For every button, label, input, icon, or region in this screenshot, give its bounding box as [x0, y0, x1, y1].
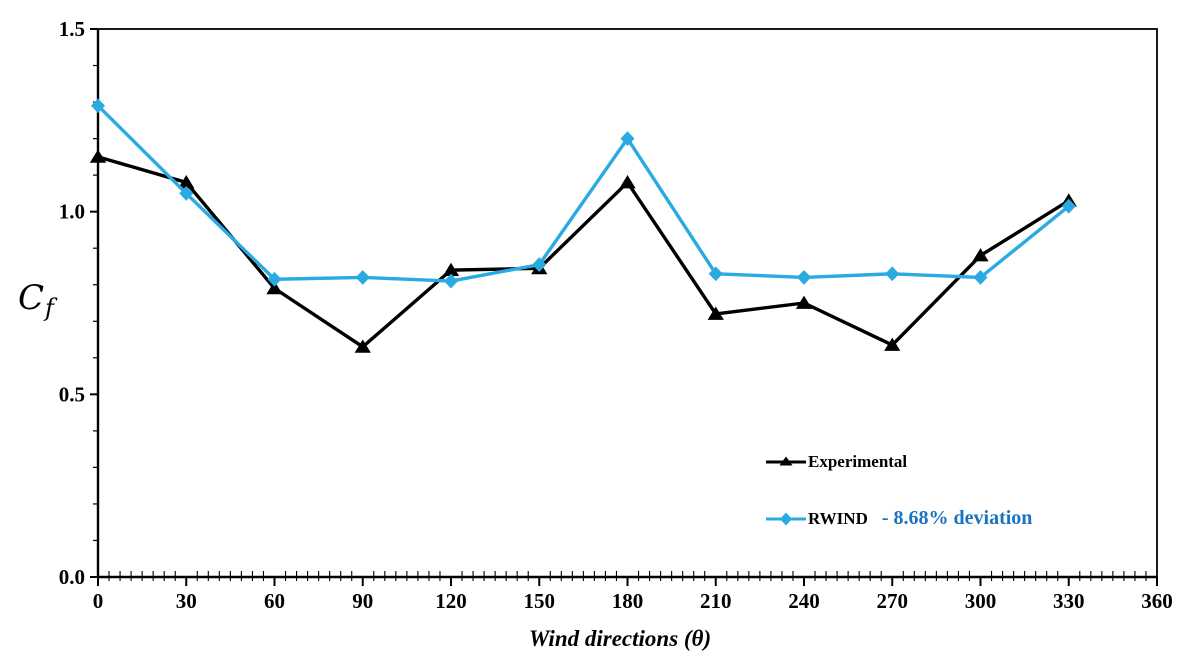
rwind-marker — [620, 131, 635, 146]
rwind-marker — [355, 270, 370, 285]
x-tick-label: 360 — [1141, 589, 1173, 613]
experimental-marker — [619, 175, 636, 189]
legend-label-experimental: Experimental — [808, 452, 908, 471]
y-axis-title-subscript: f — [45, 294, 54, 322]
experimental-marker — [266, 280, 283, 295]
legend-deviation-text: - 8.68% deviation — [881, 507, 1033, 529]
experimental-marker — [442, 262, 460, 277]
x-tick-label: 270 — [877, 589, 909, 613]
x-tick-label: 330 — [1053, 589, 1085, 613]
rwind-marker — [796, 270, 812, 285]
plot-border — [97, 28, 1158, 578]
rwind-marker — [885, 266, 900, 282]
rwind-marker — [267, 271, 282, 287]
x-tick-label: 90 — [352, 589, 373, 613]
experimental-marker — [884, 337, 901, 351]
y-tick-label: 1.0 — [59, 200, 85, 224]
rwind-marker — [90, 98, 106, 114]
y-tick-label: 0.5 — [59, 382, 85, 406]
legend-label-rwind: RWIND — [808, 508, 868, 528]
rwind-line-marker-icon — [766, 512, 806, 525]
rwind-marker — [532, 257, 547, 273]
rwind-marker — [973, 270, 988, 285]
experimental-marker — [354, 339, 371, 353]
y-tick-label: 0.0 — [59, 565, 85, 589]
x-tick-label: 30 — [176, 589, 197, 613]
experimental-line — [97, 155, 1070, 349]
experimental-marker — [89, 149, 107, 163]
rwind-marker — [443, 273, 459, 289]
x-axis-title: Wind directions (θ) — [528, 626, 712, 651]
x-tick-label: 180 — [612, 589, 644, 613]
x-tick-label: 300 — [965, 589, 997, 613]
y-axis-title: Cf — [18, 278, 54, 322]
y-axis-title-main: C — [18, 278, 45, 318]
x-tick-label: 0 — [93, 589, 104, 613]
x-tick-label: 150 — [524, 589, 556, 613]
x-tick-label: 120 — [435, 589, 467, 613]
x-tick-label: 60 — [264, 589, 285, 613]
x-tick-label: 210 — [700, 589, 732, 613]
rwind-line — [96, 104, 1070, 283]
legend-item-rwind: RWIND - 8.68% deviation — [766, 507, 1032, 530]
rwind-marker — [1061, 198, 1076, 214]
legend-item-experimental: Experimental — [766, 452, 907, 472]
experimental-marker — [178, 175, 195, 189]
rwind-marker — [708, 266, 723, 282]
x-tick-label: 240 — [788, 589, 820, 613]
rwind-marker — [179, 186, 194, 201]
y-tick-label: 1.5 — [59, 17, 85, 41]
experimental-marker — [972, 248, 989, 262]
experimental-line-marker-icon — [766, 456, 806, 466]
experimental-marker — [707, 306, 724, 320]
experimental-marker — [795, 295, 813, 309]
